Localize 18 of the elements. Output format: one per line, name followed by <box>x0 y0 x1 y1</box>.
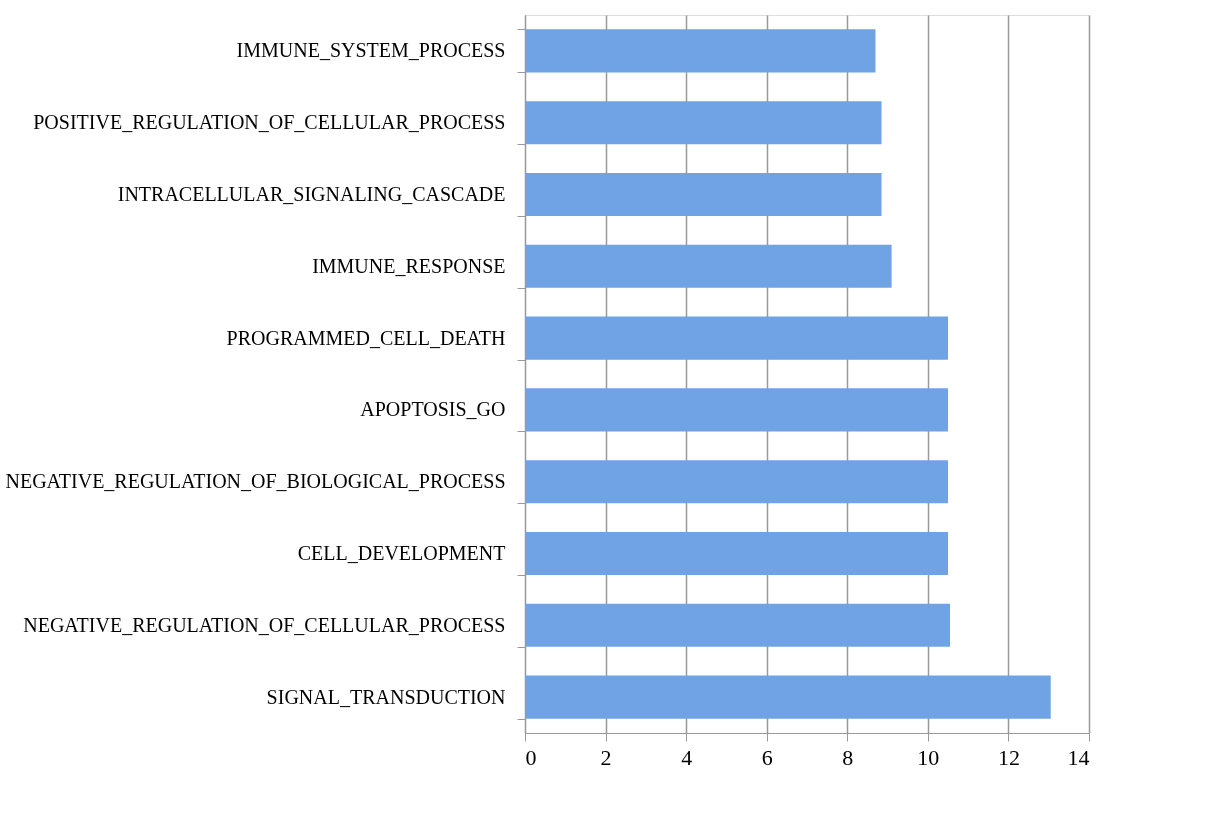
y-tick-label: CELL_DEVELOPMENT <box>297 542 506 564</box>
y-tick-label: SIGNAL_TRANSDUCTION <box>266 685 506 708</box>
y-tick-label: IMMUNE_SYSTEM_PROCESS <box>236 39 506 62</box>
x-tick-label: 6 <box>761 744 773 770</box>
x-tick-label: 10 <box>917 744 940 770</box>
y-tick-label: NEGATIVE_REGULATION_OF_CELLULAR_PROCESS <box>23 613 506 636</box>
y-tick-label: PROGRAMMED_CELL_DEATH <box>226 326 506 349</box>
y-tick-label: NEGATIVE_REGULATION_OF_BIOLOGICAL_PROCESS <box>5 470 506 493</box>
x-tick-label: 8 <box>842 744 854 770</box>
x-tick-label: 12 <box>997 744 1020 770</box>
x-tick-label: 0 <box>525 744 537 770</box>
y-tick-label: IMMUNE_RESPONSE <box>312 254 506 277</box>
y-tick-label: POSITIVE_REGULATION_OF_CELLULAR_PROCESS <box>33 111 506 134</box>
x-tick-label: 2 <box>600 744 612 770</box>
x-tick-label: 14 <box>1067 744 1090 770</box>
x-tick-label: 4 <box>681 744 693 770</box>
y-tick-label: APOPTOSIS_GO <box>360 398 506 421</box>
y-tick-label: INTRACELLULAR_SIGNALING_CASCADE <box>117 183 506 205</box>
